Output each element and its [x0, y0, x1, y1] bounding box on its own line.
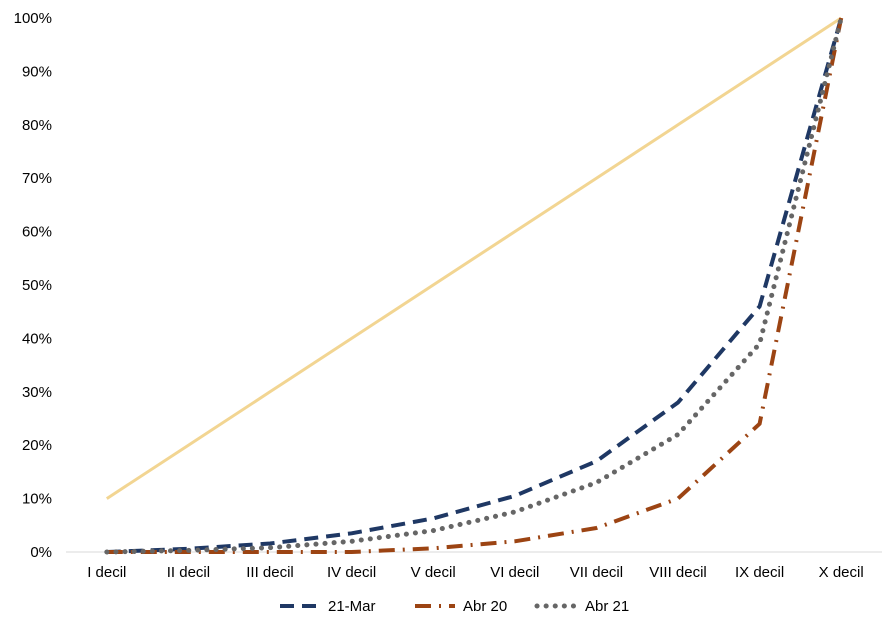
- series-line-abr-21: [104, 15, 844, 555]
- x-tick-label: III decil: [246, 564, 294, 581]
- x-tick-label: VII decil: [570, 564, 623, 581]
- y-axis-ticks: 0% 10% 20% 30% 40% 50% 60% 70% 80% 90% 100%: [14, 10, 52, 561]
- x-tick-label: VIII decil: [649, 564, 707, 581]
- x-axis-ticks: I decil II decil III decil IV decil V decil V…: [87, 564, 864, 581]
- x-tick-label: II decil: [167, 564, 210, 581]
- legend-label: 21-Mar: [328, 598, 376, 615]
- series-line-abr-20: [106, 17, 844, 554]
- x-tick-label: VI decil: [490, 564, 539, 581]
- y-tick-label: 60%: [22, 224, 52, 241]
- y-tick-label: 100%: [14, 10, 52, 27]
- legend-label: Abr 21: [585, 598, 629, 615]
- series-line-21-mar: [106, 17, 844, 554]
- legend-label: Abr 20: [463, 598, 507, 615]
- series-lines: [104, 15, 844, 555]
- y-tick-label: 10%: [22, 491, 52, 508]
- x-tick-label: IX decil: [735, 564, 784, 581]
- x-tick-label: X decil: [819, 564, 864, 581]
- x-tick-label: I decil: [87, 564, 126, 581]
- y-tick-label: 20%: [22, 437, 52, 454]
- y-tick-label: 90%: [22, 63, 52, 80]
- x-tick-label: V decil: [411, 564, 456, 581]
- y-tick-label: 50%: [22, 277, 52, 294]
- y-tick-label: 70%: [22, 170, 52, 187]
- legend: 21-Mar Abr 20 Abr 21: [280, 598, 629, 615]
- y-tick-label: 80%: [22, 117, 52, 134]
- x-tick-label: IV decil: [327, 564, 376, 581]
- y-tick-label: 40%: [22, 330, 52, 347]
- series-line-equality: [105, 16, 843, 500]
- y-tick-label: 0%: [30, 544, 52, 561]
- y-tick-label: 30%: [22, 384, 52, 401]
